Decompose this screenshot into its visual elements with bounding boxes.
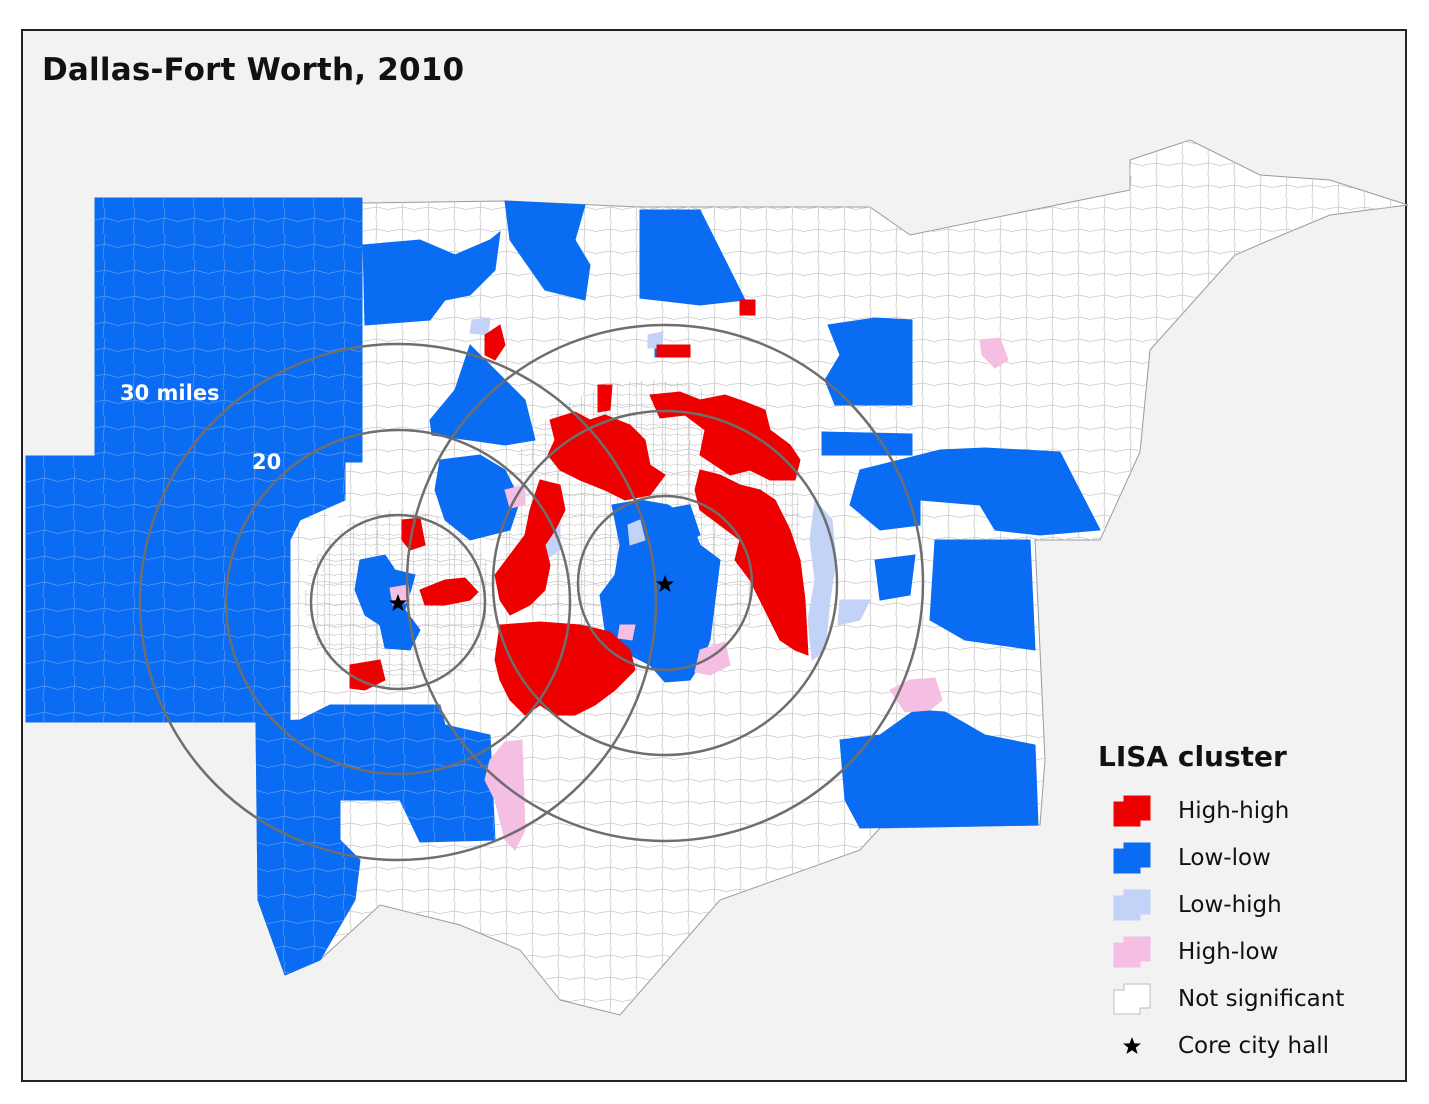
legend-label: High-high [1178, 797, 1290, 824]
ring-label-30-miles: 30 miles [120, 381, 220, 405]
fort-worth-city-hall-star-icon [389, 594, 407, 611]
legend-title: LISA cluster [1098, 740, 1287, 773]
high-high-swatch-icon [1110, 794, 1154, 828]
legend-label: Core city hall [1178, 1032, 1329, 1059]
star-icon [1110, 1029, 1154, 1063]
legend-item-low-high: Low-high [1098, 881, 1398, 928]
cluster-high-low [389, 337, 1009, 851]
legend-item-core-city-hall: Core city hall [1098, 1022, 1398, 1069]
legend-label: Not significant [1178, 985, 1345, 1012]
city-hall-markers [389, 575, 674, 611]
cluster-low-low [25, 197, 1101, 976]
legend-item-not-significant: Not significant [1098, 975, 1398, 1022]
legend-item-low-low: Low-low [1098, 834, 1398, 881]
ring-label-20: 20 [252, 450, 281, 474]
legend: LISA cluster High-high Low-low Low-high … [1098, 740, 1398, 1069]
low-low-swatch-icon [1110, 841, 1154, 875]
legend-label: Low-low [1178, 844, 1271, 871]
map-title: Dallas-Fort Worth, 2010 [42, 52, 465, 88]
ring-label-10: 10 [311, 511, 340, 535]
distance-rings [138, 323, 925, 862]
legend-label: High-low [1178, 938, 1279, 965]
not-significant-swatch-icon [1110, 982, 1154, 1016]
cluster-high-high [349, 299, 809, 716]
high-low-swatch-icon [1110, 935, 1154, 969]
legend-item-high-low: High-low [1098, 928, 1398, 975]
legend-item-high-high: High-high [1098, 787, 1398, 834]
low-high-swatch-icon [1110, 888, 1154, 922]
legend-label: Low-high [1178, 891, 1282, 918]
dallas-city-hall-star-icon [656, 575, 674, 592]
